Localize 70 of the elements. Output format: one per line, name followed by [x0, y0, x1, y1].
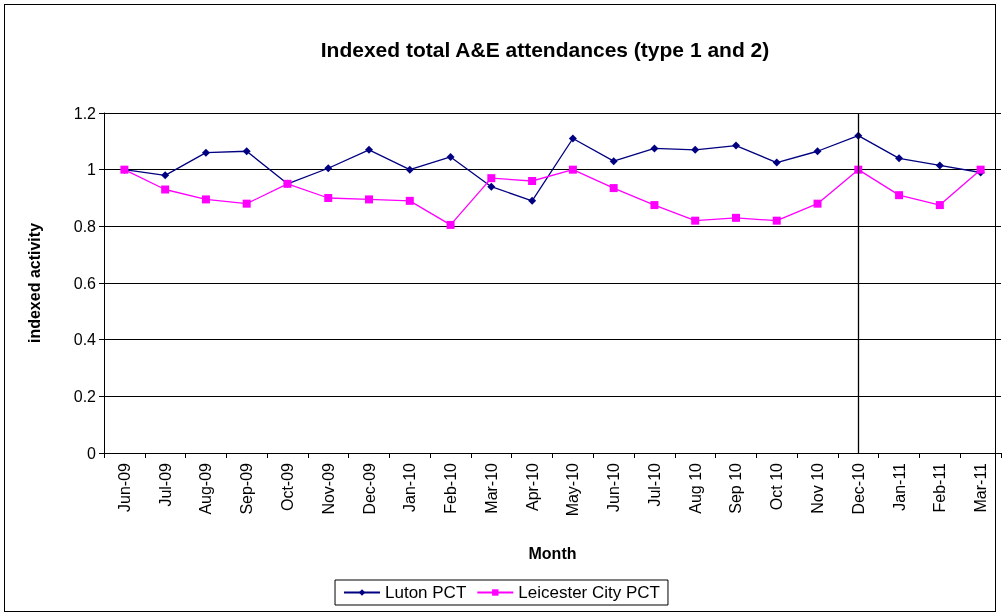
point [405, 165, 414, 174]
point [405, 196, 414, 205]
y-tick-label: 1 [87, 161, 97, 179]
y-tick-label: 0.4 [73, 331, 97, 349]
point [731, 141, 740, 150]
point [895, 154, 904, 163]
legend-label: Leicester City PCT [518, 583, 660, 602]
point [772, 216, 781, 225]
point [365, 145, 374, 154]
x-tick-label: Jul-10 [645, 462, 663, 507]
point [731, 213, 740, 222]
point [813, 199, 822, 208]
point [528, 177, 537, 185]
point [324, 194, 333, 202]
point [487, 182, 496, 191]
y-tick-label: 0.6 [73, 274, 97, 292]
y-tick-label: 0.2 [73, 387, 97, 405]
point [324, 164, 333, 173]
point [935, 161, 944, 170]
point [650, 201, 659, 210]
point [691, 145, 700, 154]
x-tick-label: Nov-09 [319, 462, 337, 515]
point [568, 165, 577, 174]
x-tick-label: Aug 10 [686, 462, 704, 514]
x-tick-label: Oct 10 [768, 462, 786, 511]
point [365, 195, 374, 204]
point [161, 171, 170, 180]
point [242, 147, 251, 156]
y-tick-label: 0 [87, 444, 97, 462]
x-tick-label: Mar-11 [972, 462, 990, 513]
point [242, 199, 251, 208]
x-tick-label: Dec-10 [849, 462, 867, 515]
x-tick-label: Jul-09 [156, 462, 174, 507]
point [813, 147, 822, 156]
x-tick-label: Feb-10 [442, 462, 460, 514]
y-axis-title: indexed activity [25, 222, 43, 344]
x-tick-label: Sep-09 [238, 462, 256, 515]
x-tick-label: Nov 10 [809, 462, 827, 514]
y-tick-label: 0.8 [73, 217, 97, 235]
x-tick-label: Jan-11 [890, 462, 908, 511]
x-tick-label: Dec-09 [360, 462, 378, 515]
point [201, 148, 210, 157]
point [895, 191, 904, 200]
point [446, 152, 455, 161]
x-tick-label: Feb-11 [931, 462, 949, 513]
point [201, 195, 210, 204]
chart-title: Indexed total A&E attendances (type 1 and 2) [320, 38, 770, 61]
legend-label: Luton PCT [385, 583, 467, 602]
x-tick-label: Jan-10 [401, 462, 419, 512]
point [691, 216, 700, 225]
x-tick-label: Oct-09 [278, 462, 296, 512]
point [650, 144, 659, 153]
x-tick-label: Mar-10 [482, 462, 500, 514]
point [609, 184, 618, 193]
point [161, 185, 170, 194]
point [568, 134, 577, 143]
point [772, 158, 781, 167]
point [528, 196, 537, 205]
point [487, 174, 496, 183]
point [446, 220, 455, 229]
point [609, 157, 618, 166]
x-tick-label: Jun-10 [605, 462, 623, 512]
x-tick-label: Apr-10 [523, 462, 541, 512]
x-tick-label: Sep 10 [727, 462, 745, 514]
x-tick-label: Jun-09 [115, 462, 133, 512]
x-tick-label: May-10 [564, 462, 582, 517]
x-axis-title: Month [528, 544, 577, 562]
x-tick-label: Aug-09 [197, 462, 215, 515]
point [935, 201, 944, 210]
y-tick-label: 1.2 [73, 104, 97, 122]
